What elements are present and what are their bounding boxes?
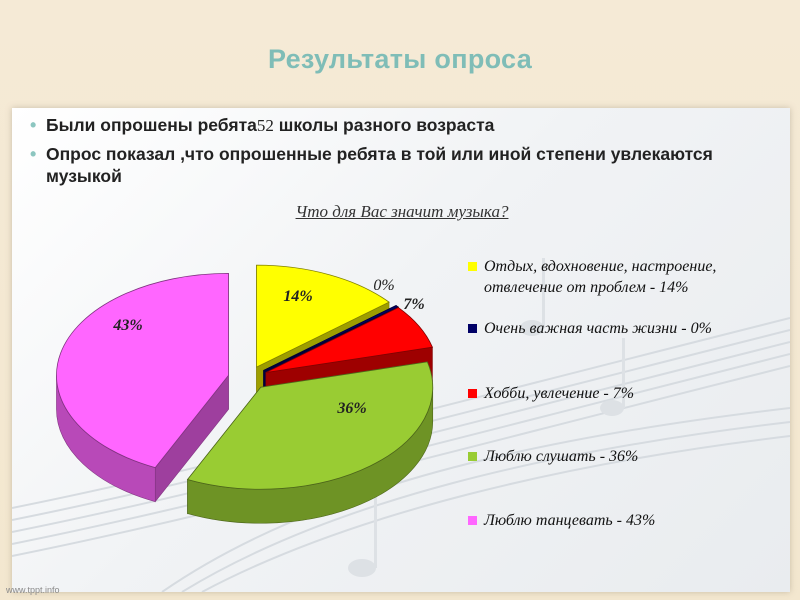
data-label-listen: 36% <box>336 400 366 417</box>
bullet-text-pre: Были опрошены ребята <box>46 115 257 135</box>
legend-item-rest: Отдых, вдохновение, настроение, отвлечен… <box>468 256 788 298</box>
pie-slice-dance <box>56 272 229 503</box>
slide-title: Результаты опроса <box>267 44 533 74</box>
bullet-dot-icon: • <box>30 144 37 164</box>
legend-swatch <box>468 389 477 398</box>
bullet-text-post: школы разного возраста <box>273 115 495 135</box>
data-label-important: 0% <box>373 277 394 294</box>
legend-item-hobby: Хобби, увлечение - 7% <box>468 383 788 404</box>
legend-label: Люблю слушать - 36% <box>484 448 639 465</box>
bullet-item-surveyed: • Были опрошены ребята52 школы разного в… <box>30 114 770 137</box>
legend-item-dance: Люблю танцевать - 43% <box>468 510 788 531</box>
bullet-item-result: • Опрос показал ,что опрошенные ребята в… <box>30 143 770 187</box>
bullet-text: Опрос показал ,что опрошенные ребята в т… <box>46 144 713 186</box>
legend-swatch <box>468 324 477 333</box>
legend-swatch <box>468 262 477 271</box>
legend-label: Отдых, вдохновение, настроение, отвлечен… <box>484 258 717 296</box>
data-label-hobby: 7% <box>403 296 424 313</box>
legend-item-listen: Люблю слушать - 36% <box>468 446 788 467</box>
bullet-list: • Были опрошены ребята52 школы разного в… <box>30 114 770 193</box>
bullet-dot-icon: • <box>30 115 37 135</box>
data-label-rest: 14% <box>283 288 312 305</box>
data-label-dance: 43% <box>112 317 142 334</box>
footer-url: www.tppt.info <box>6 585 60 595</box>
pie-slice-listen <box>186 361 434 524</box>
legend-item-important: Очень важная часть жизни - 0% <box>468 318 788 339</box>
legend-label: Очень важная часть жизни - 0% <box>484 320 712 337</box>
legend-swatch <box>468 452 477 461</box>
legend-label: Хобби, увлечение - 7% <box>484 385 635 402</box>
chart-title: Что для Вас значит музыка? <box>0 202 800 222</box>
bullet-number: 52 <box>256 116 274 135</box>
legend-swatch <box>468 516 477 525</box>
chart-title-text: Что для Вас значит музыка? <box>295 202 509 221</box>
legend-label: Люблю танцевать - 43% <box>484 512 656 529</box>
